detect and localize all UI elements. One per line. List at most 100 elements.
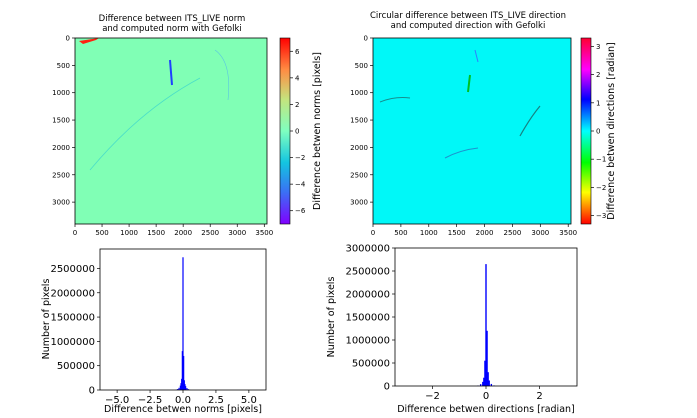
- y-tick-label: 2000: [350, 144, 368, 152]
- x-tick-label: 2: [536, 391, 542, 402]
- histogram-bar: [177, 389, 179, 390]
- histogram-bar: [181, 378, 183, 390]
- x-tick-label: 2.5: [208, 395, 224, 406]
- y-tick-label: 2000000: [50, 288, 95, 299]
- norm-map-frame: [74, 37, 268, 225]
- colorbar-tick-label: 0: [596, 128, 600, 136]
- y-tick-label: 2000000: [345, 290, 390, 301]
- x-tick-label: 1500: [147, 229, 165, 237]
- direction-colorbar-ticks: 3 2 1 0 −1 −2 −3: [591, 43, 606, 220]
- norm-map-streak-1: [89, 77, 201, 171]
- norm-map-corner-artifact: [79, 38, 99, 44]
- y-tick-label: 1500: [350, 117, 368, 125]
- y-tick-label: 0: [364, 35, 368, 43]
- x-tick-label: 0: [483, 391, 489, 402]
- y-tick-label: 0: [384, 382, 390, 393]
- y-tick-label: 1500000: [345, 313, 390, 324]
- norm-colorbar-label: Difference betwen norms [pixels]: [312, 52, 323, 210]
- norm-map-y-ticks: 0 500 1000 1500 2000 2500 3000: [52, 35, 75, 207]
- y-tick-label: 500000: [57, 361, 95, 372]
- direction-colorbar: [580, 37, 592, 225]
- direction-map-image: [373, 38, 571, 224]
- direction-map-title-line1: Circular difference between ITS_LIVE dir…: [370, 11, 566, 21]
- x-tick-label: 3000: [228, 229, 246, 237]
- colorbar-tick-label: −2: [295, 154, 305, 162]
- norm-histogram-y-ticks: 0 500000 1000000 1500000 2000000 2500000: [50, 264, 100, 397]
- direction-map-speckle-2: [444, 147, 479, 159]
- direction-map-y-ticks: 0 500 1000 1500 2000 2500 3000: [350, 35, 373, 207]
- direction-map-green-streak: [467, 74, 471, 93]
- direction-histogram-x-ticks: −2 0 2: [425, 386, 543, 402]
- y-tick-label: 2500000: [345, 267, 390, 278]
- histogram-bar: [486, 330, 488, 386]
- histogram-bar: [182, 257, 184, 390]
- histogram-bar: [482, 381, 484, 386]
- colorbar-tick-label: −6: [295, 207, 306, 215]
- histogram-bar: [180, 383, 182, 390]
- colorbar-tick-label: −1: [596, 156, 606, 164]
- norm-map-panel: Difference between ITS_LIVE norm and com…: [52, 14, 323, 237]
- y-tick-label: 3000: [350, 199, 368, 207]
- y-tick-label: 2500000: [50, 264, 95, 275]
- histogram-bar: [490, 383, 493, 386]
- direction-map-speckle-1: [379, 97, 411, 103]
- x-tick-label: 0: [73, 229, 77, 237]
- x-tick-label: 500: [95, 229, 108, 237]
- direction-histogram-y-ticks: 0 500000 1000000 1500000 2000000 2500000 30000…: [345, 244, 395, 393]
- y-tick-label: 0: [89, 386, 95, 397]
- colorbar-tick-label: 2: [596, 71, 600, 79]
- direction-map-speckle-3: [519, 105, 541, 137]
- x-tick-label: 1000: [420, 229, 438, 237]
- x-tick-label: 1500: [448, 229, 466, 237]
- colorbar-tick-label: 0: [295, 128, 299, 136]
- y-tick-label: 1000: [52, 89, 70, 97]
- x-tick-label: −2: [425, 391, 440, 402]
- direction-map-frame: [372, 37, 572, 225]
- x-tick-label: 2000: [476, 229, 494, 237]
- histogram-bar: [484, 360, 486, 386]
- norm-map-streak-2: [214, 49, 229, 101]
- y-tick-label: 2500: [52, 171, 70, 179]
- norm-histogram-panel: −5.0 −2.5 0.0 2.5 5.0 0 500000 1000000 1500000 2…: [41, 248, 267, 415]
- y-tick-label: 2500: [350, 171, 368, 179]
- x-tick-label: −2.5: [138, 395, 162, 406]
- norm-map-title-line2: and computed norm with Gefolki: [102, 24, 242, 34]
- y-tick-label: 3000000: [345, 244, 390, 255]
- x-tick-label: −5.0: [105, 395, 129, 406]
- norm-histogram-ylabel: Number of pixels: [41, 279, 52, 360]
- x-tick-label: 500: [394, 229, 407, 237]
- direction-map-blue-streak: [474, 49, 479, 63]
- norm-histogram-bars: [175, 257, 191, 390]
- norm-map-blob: [169, 59, 173, 86]
- y-tick-label: 500: [57, 62, 70, 70]
- colorbar-tick-label: −2: [596, 184, 606, 192]
- y-tick-label: 1000000: [50, 337, 95, 348]
- histogram-bar: [185, 386, 187, 390]
- norm-colorbar-ticks: 6 4 2 0 −2 −4 −6: [290, 48, 306, 215]
- histogram-bar: [488, 380, 490, 386]
- histogram-bar: [184, 384, 186, 390]
- y-tick-label: 1500: [52, 117, 70, 125]
- y-tick-label: 1000000: [345, 336, 390, 347]
- y-tick-label: 500000: [352, 359, 390, 370]
- colorbar-tick-label: 2: [295, 101, 299, 109]
- colorbar-tick-label: 1: [596, 99, 600, 107]
- direction-histogram-ylabel: Number of pixels: [326, 277, 337, 358]
- colorbar-tick-label: −4: [295, 181, 306, 189]
- histogram-bar: [183, 355, 185, 390]
- x-tick-label: 3500: [255, 229, 273, 237]
- x-tick-label: 3000: [531, 229, 549, 237]
- direction-map-x-ticks: 0 500 1000 1500 2000 2500 3000 3500: [371, 224, 577, 237]
- histogram-bar: [178, 387, 180, 390]
- histogram-bar: [181, 351, 183, 390]
- norm-colorbar: [279, 37, 291, 225]
- y-tick-label: 1500000: [50, 313, 95, 324]
- norm-histogram-x-ticks: −5.0 −2.5 0.0 2.5 5.0: [105, 390, 257, 406]
- colorbar-tick-label: 4: [295, 74, 300, 82]
- direction-histogram-bars: [477, 264, 495, 386]
- x-tick-label: 3500: [559, 229, 577, 237]
- norm-map-x-ticks: 0 500 1000 1500 2000 2500 3000 3500: [73, 224, 273, 237]
- histogram-bar: [479, 384, 482, 386]
- direction-map-panel: Circular difference between ITS_LIVE dir…: [350, 11, 617, 237]
